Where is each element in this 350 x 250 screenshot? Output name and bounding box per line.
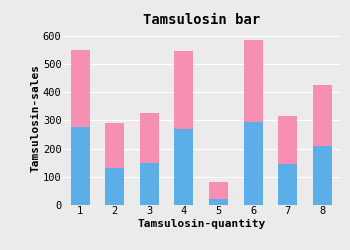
Bar <box>313 146 332 205</box>
Bar <box>278 164 297 205</box>
Bar <box>140 163 159 205</box>
Bar <box>105 123 124 168</box>
X-axis label: Tamsulosin-quantity: Tamsulosin-quantity <box>137 219 265 229</box>
Bar <box>244 40 262 122</box>
Bar <box>71 128 90 205</box>
Bar <box>244 122 262 205</box>
Bar <box>174 51 194 129</box>
Bar <box>174 129 194 205</box>
Bar <box>209 182 228 199</box>
Bar <box>313 85 332 146</box>
Bar <box>209 199 228 205</box>
Title: Tamsulosin bar: Tamsulosin bar <box>143 14 260 28</box>
Y-axis label: Tamsulosin-sales: Tamsulosin-sales <box>30 64 40 172</box>
Bar <box>140 113 159 163</box>
Bar <box>278 116 297 164</box>
Bar <box>105 168 124 205</box>
Bar <box>71 50 90 128</box>
